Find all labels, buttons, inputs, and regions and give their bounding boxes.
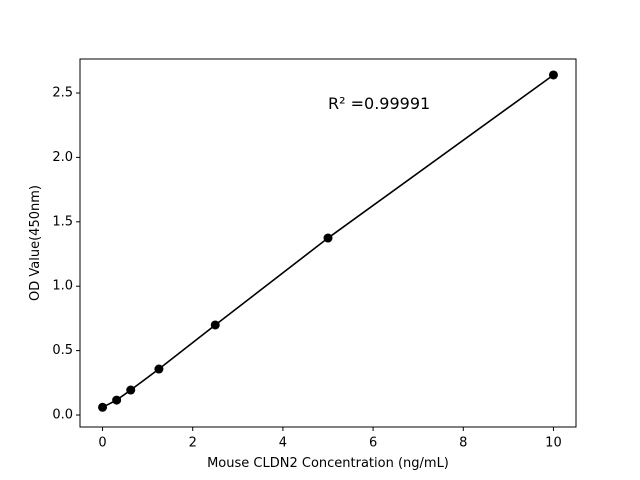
y-tick-label: 2.5 (52, 86, 73, 101)
data-point (126, 385, 136, 395)
y-tick-label: 0.0 (52, 408, 73, 423)
x-tick-label: 10 (545, 436, 562, 451)
y-tick-label: 1.0 (52, 279, 73, 294)
data-point (98, 402, 108, 412)
y-tick-label: 1.5 (52, 214, 73, 229)
annotation: R² =0.99991 (328, 94, 430, 113)
data-point (112, 395, 122, 405)
x-axis-label: Mouse CLDN2 Concentration (ng/mL) (207, 456, 449, 471)
plot-frame (79, 58, 577, 428)
x-tick-label: 4 (279, 436, 287, 451)
data-point (323, 233, 333, 243)
x-tick-label: 8 (459, 436, 467, 451)
data-point (210, 320, 220, 330)
data-point (548, 70, 558, 80)
y-axis-label: OD Value(450nm) (28, 185, 43, 301)
x-tick-label: 0 (98, 436, 106, 451)
x-tick-label: 2 (189, 436, 197, 451)
y-tick-label: 0.5 (52, 343, 73, 358)
data-point (154, 364, 164, 374)
x-tick-label: 6 (369, 436, 377, 451)
y-tick-label: 2.0 (52, 150, 73, 165)
